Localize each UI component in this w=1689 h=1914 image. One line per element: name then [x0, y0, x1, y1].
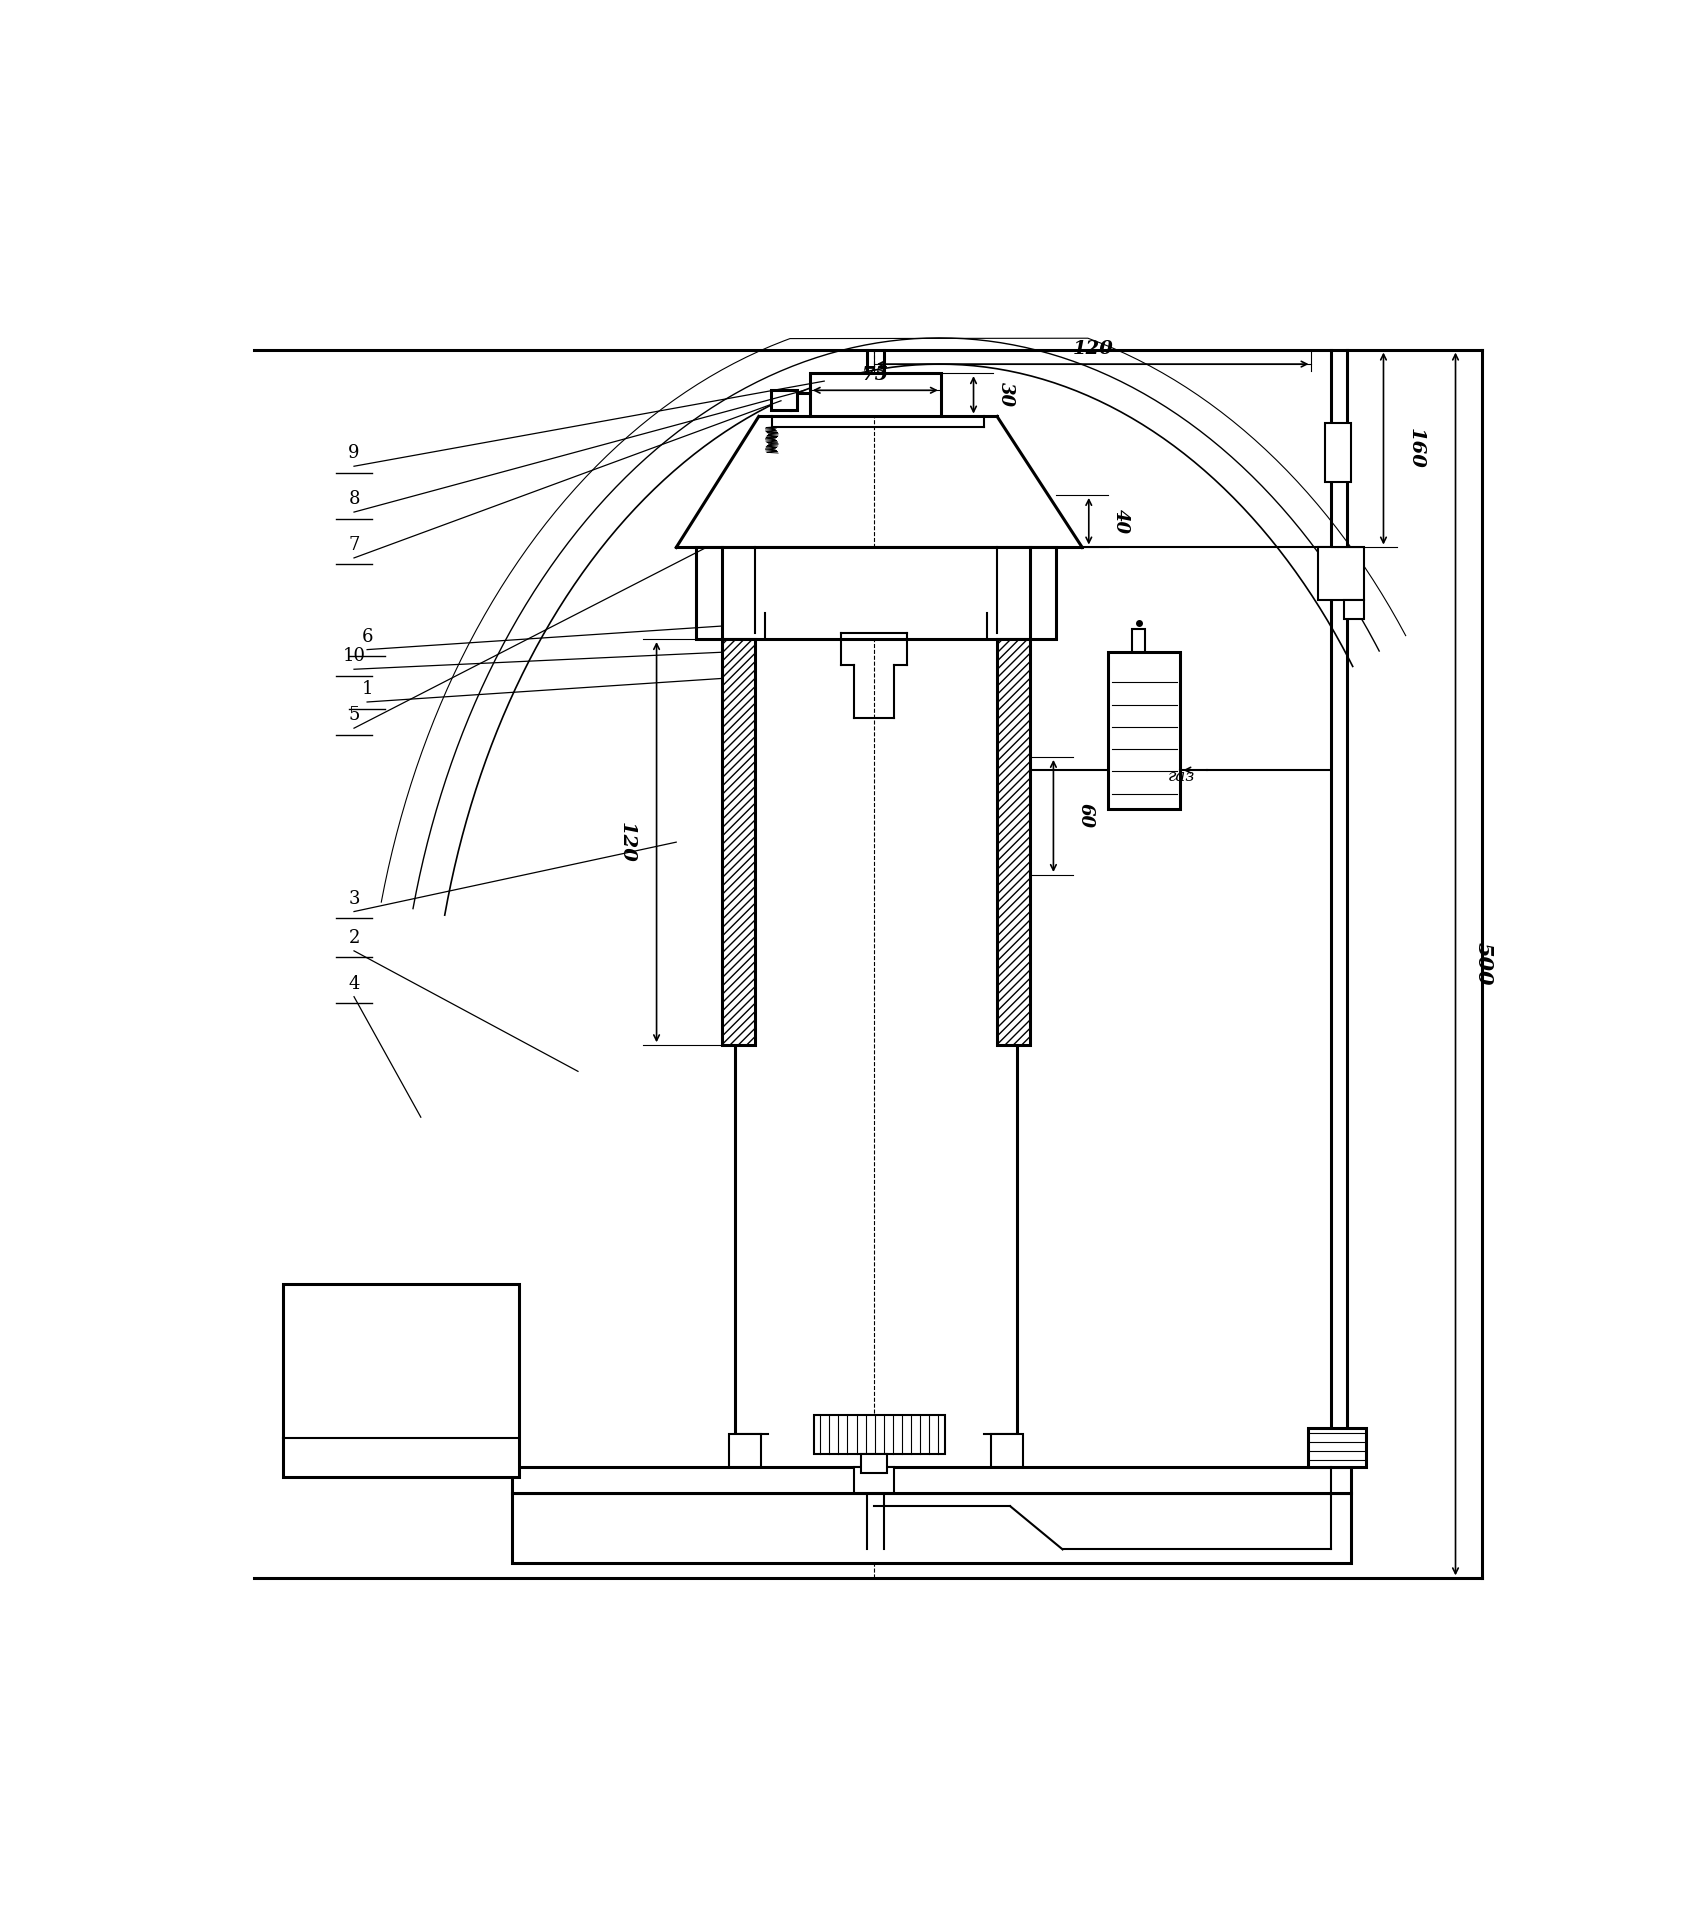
- Bar: [721, 639, 755, 1045]
- Text: 30: 30: [997, 383, 1015, 408]
- Text: 120: 120: [1071, 339, 1113, 358]
- Text: 8: 8: [348, 490, 360, 507]
- Bar: [1108, 653, 1179, 810]
- Bar: [1343, 599, 1363, 620]
- Bar: [860, 1455, 887, 1474]
- Bar: [696, 547, 1056, 639]
- Text: 9: 9: [348, 444, 360, 463]
- Bar: [855, 1466, 893, 1493]
- Text: 500: 500: [1473, 942, 1493, 986]
- Bar: [1324, 423, 1350, 482]
- Bar: [512, 1493, 1350, 1562]
- Text: 10: 10: [343, 647, 365, 666]
- Text: 3: 3: [348, 890, 360, 907]
- Text: 6: 6: [361, 628, 373, 645]
- Bar: [284, 1284, 519, 1478]
- Text: газ: газ: [1167, 768, 1194, 785]
- Text: 5: 5: [348, 706, 360, 723]
- Bar: [1132, 628, 1145, 653]
- Bar: [512, 1466, 1350, 1493]
- Text: 120: 120: [616, 821, 635, 863]
- Text: 2: 2: [348, 928, 360, 947]
- Bar: [1317, 547, 1363, 599]
- Bar: [814, 1414, 944, 1455]
- Bar: [990, 1434, 1024, 1466]
- Text: 40: 40: [1111, 509, 1130, 534]
- Bar: [770, 390, 796, 410]
- Bar: [997, 639, 1029, 1045]
- Text: 160: 160: [1407, 429, 1424, 469]
- Text: 4: 4: [348, 974, 360, 993]
- Text: 75: 75: [861, 366, 888, 383]
- Bar: [809, 373, 941, 417]
- Text: 60: 60: [1076, 804, 1094, 829]
- Bar: [1307, 1428, 1366, 1466]
- Bar: [728, 1434, 760, 1466]
- Text: 1: 1: [361, 679, 373, 699]
- Text: 7: 7: [348, 536, 360, 553]
